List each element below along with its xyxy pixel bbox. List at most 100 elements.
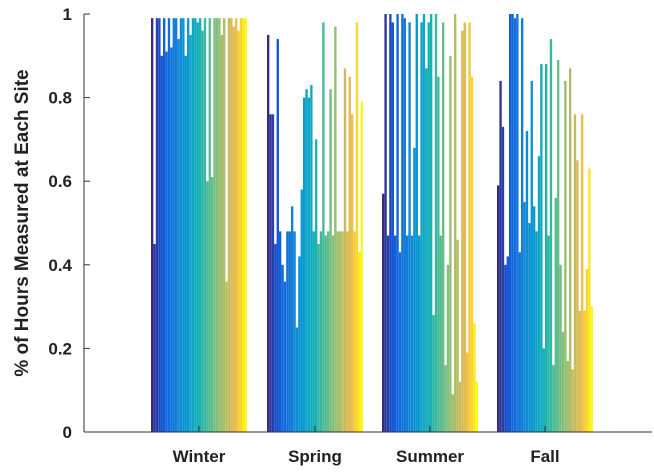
bar <box>218 18 221 433</box>
bar <box>237 30 240 432</box>
bar <box>564 80 567 432</box>
bar <box>179 18 183 433</box>
bar <box>331 235 335 432</box>
bar <box>288 231 291 432</box>
bar <box>540 64 543 432</box>
bar <box>312 231 315 432</box>
bar <box>427 22 430 433</box>
bar <box>170 47 173 432</box>
bar <box>187 18 190 433</box>
bar <box>269 114 272 432</box>
bar <box>223 18 226 433</box>
bar <box>274 243 277 432</box>
bar <box>293 231 296 432</box>
bar <box>172 18 175 433</box>
bar <box>420 22 423 433</box>
x-tick-label-winter: Winter <box>173 447 226 466</box>
bar <box>545 64 548 432</box>
bar <box>155 18 159 433</box>
bar <box>434 14 438 432</box>
bar <box>413 147 416 432</box>
bar <box>327 231 330 432</box>
bar <box>528 223 531 432</box>
bar <box>509 14 512 432</box>
bar <box>456 239 459 432</box>
bar <box>506 256 509 432</box>
bar <box>386 235 390 432</box>
bar <box>324 235 327 432</box>
bar <box>449 55 452 433</box>
bar <box>470 76 474 432</box>
bar <box>473 323 476 432</box>
y-tick-label: 1 <box>63 5 72 24</box>
bar <box>535 231 538 432</box>
bar <box>196 22 199 433</box>
bar <box>201 30 204 432</box>
bar <box>348 76 351 432</box>
bar <box>203 18 207 433</box>
bar <box>283 281 287 432</box>
bar <box>437 76 440 432</box>
bar <box>315 139 318 432</box>
bar <box>398 252 402 432</box>
bar <box>401 14 404 432</box>
bar <box>394 235 397 432</box>
bar <box>267 34 270 433</box>
bar <box>566 360 569 432</box>
bar <box>244 18 247 433</box>
bar <box>425 68 428 432</box>
bar <box>167 18 171 433</box>
bar <box>184 55 187 433</box>
bar <box>516 14 519 432</box>
bar <box>291 206 294 432</box>
bar <box>542 348 545 432</box>
bar <box>175 18 178 433</box>
bar <box>410 235 414 432</box>
bar <box>451 394 454 432</box>
bar <box>177 39 180 432</box>
bar <box>271 114 275 432</box>
bar <box>300 189 303 432</box>
bar <box>415 14 418 432</box>
bar <box>588 168 591 432</box>
bar <box>165 51 168 433</box>
bar <box>208 18 211 433</box>
bar <box>194 18 197 433</box>
bar <box>384 14 387 432</box>
bar <box>557 59 560 432</box>
bar <box>523 202 526 432</box>
bar <box>189 34 192 433</box>
bar <box>585 268 589 432</box>
bar <box>295 327 299 432</box>
bar <box>466 352 469 432</box>
bar <box>461 30 464 432</box>
bar <box>422 14 426 432</box>
bar <box>346 231 349 432</box>
bar <box>501 126 505 433</box>
bar <box>475 381 478 432</box>
y-tick-label: 0.2 <box>48 339 72 358</box>
bar <box>403 18 406 433</box>
bar <box>339 231 342 432</box>
bar <box>232 26 235 432</box>
bar <box>355 22 359 433</box>
bar <box>343 68 347 432</box>
bar <box>444 365 447 432</box>
bar <box>215 18 219 433</box>
bar <box>279 231 282 432</box>
bar <box>182 18 185 433</box>
bar <box>334 26 337 432</box>
bar <box>329 89 332 433</box>
y-axis-label: % of Hours Measured at Each Site <box>12 69 33 376</box>
x-tick-label-summer: Summer <box>396 447 464 466</box>
bar <box>537 156 541 432</box>
bar <box>454 14 457 432</box>
bar <box>163 18 166 433</box>
y-axis: 0 0.2 0.4 0.6 0.8 1 <box>48 5 90 442</box>
x-axis: Winter Spring Summer Fall <box>84 426 652 466</box>
bar <box>235 18 238 433</box>
bar <box>391 22 394 433</box>
bar <box>305 89 308 433</box>
bar <box>153 243 156 432</box>
bar <box>160 55 163 433</box>
